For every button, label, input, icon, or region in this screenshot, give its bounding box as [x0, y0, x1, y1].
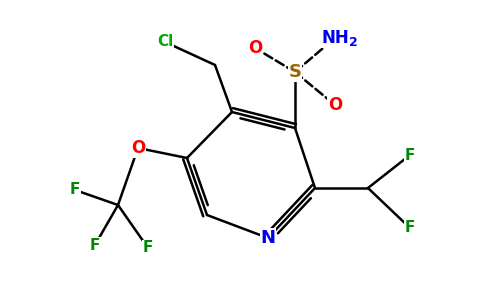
Text: Cl: Cl — [157, 34, 173, 50]
Text: F: F — [405, 220, 415, 236]
Text: F: F — [405, 148, 415, 163]
Text: S: S — [288, 63, 302, 81]
Text: NH: NH — [321, 29, 349, 47]
Text: O: O — [131, 139, 145, 157]
Text: O: O — [248, 39, 262, 57]
Text: N: N — [260, 229, 275, 247]
Text: 2: 2 — [348, 37, 357, 50]
Text: F: F — [70, 182, 80, 197]
Text: F: F — [143, 241, 153, 256]
Text: F: F — [90, 238, 100, 253]
Text: O: O — [328, 96, 342, 114]
